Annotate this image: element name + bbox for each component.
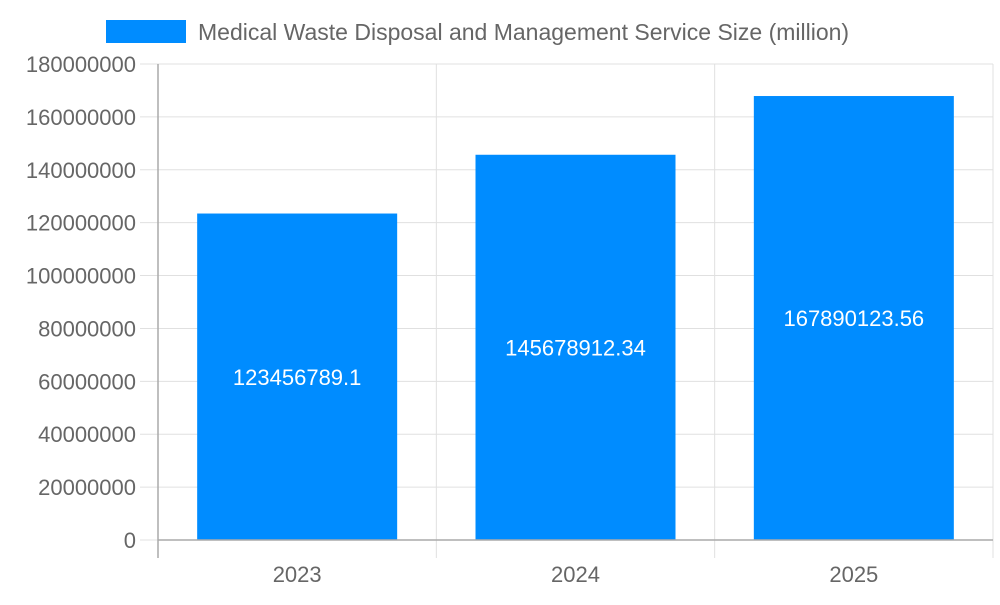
x-tick-label: 2024 [551, 562, 600, 587]
y-tick-label: 180000000 [26, 52, 136, 77]
legend-swatch [106, 20, 186, 43]
legend-label: Medical Waste Disposal and Management Se… [198, 19, 849, 45]
x-tick-label: 2025 [829, 562, 878, 587]
y-tick-label: 40000000 [38, 422, 136, 447]
y-tick-label: 140000000 [26, 158, 136, 183]
bar [475, 154, 676, 541]
bar-value-label: 123456789.1 [233, 365, 361, 390]
bar-value-label: 167890123.56 [783, 306, 924, 331]
x-tick-label: 2023 [273, 562, 322, 587]
y-tick-label: 80000000 [38, 316, 136, 341]
bar [753, 96, 954, 540]
y-tick-label: 160000000 [26, 105, 136, 130]
y-tick-label: 0 [124, 528, 136, 553]
bar [197, 213, 398, 540]
bar-value-label: 145678912.34 [505, 335, 646, 360]
legend[interactable]: Medical Waste Disposal and Management Se… [106, 19, 849, 45]
y-tick-label: 120000000 [26, 211, 136, 236]
y-tick-label: 20000000 [38, 475, 136, 500]
y-tick-label: 100000000 [26, 264, 136, 289]
y-tick-label: 60000000 [38, 369, 136, 394]
